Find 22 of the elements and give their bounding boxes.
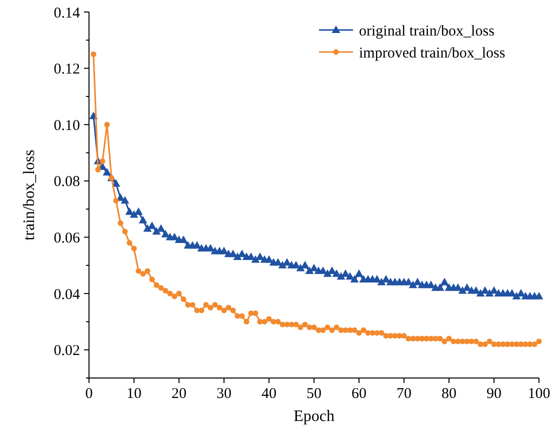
x-tick-label: 90	[486, 386, 502, 402]
legend-label: improved train/box_loss	[359, 45, 506, 62]
x-tick-label: 100	[528, 386, 550, 402]
x-tick-label: 10	[126, 386, 142, 402]
x-tick-label: 40	[262, 386, 276, 402]
y-tick-label: 0.10	[54, 118, 80, 134]
x-tick-label: 80	[442, 386, 456, 402]
x-tick-label: 30	[216, 386, 232, 402]
x-tick-label: 70	[396, 386, 412, 402]
x-tick-label: 60	[352, 386, 366, 402]
y-axis-title: train/box_loss	[21, 150, 38, 240]
y-tick-label: 0.06	[54, 230, 80, 246]
y-tick-label: 0.04	[54, 286, 80, 303]
y-tick-label: 0.08	[54, 174, 80, 190]
y-tick-label: 0.12	[54, 62, 80, 78]
y-tick-label: 0.02	[54, 343, 80, 360]
x-tick-label: 0	[85, 386, 93, 402]
x-axis-title: Epoch	[294, 408, 334, 425]
legend-label: original train/box_loss	[359, 23, 495, 40]
x-tick-label: 20	[172, 386, 186, 402]
y-tick-label: 0.14	[54, 5, 80, 22]
x-tick-label: 50	[306, 386, 322, 402]
